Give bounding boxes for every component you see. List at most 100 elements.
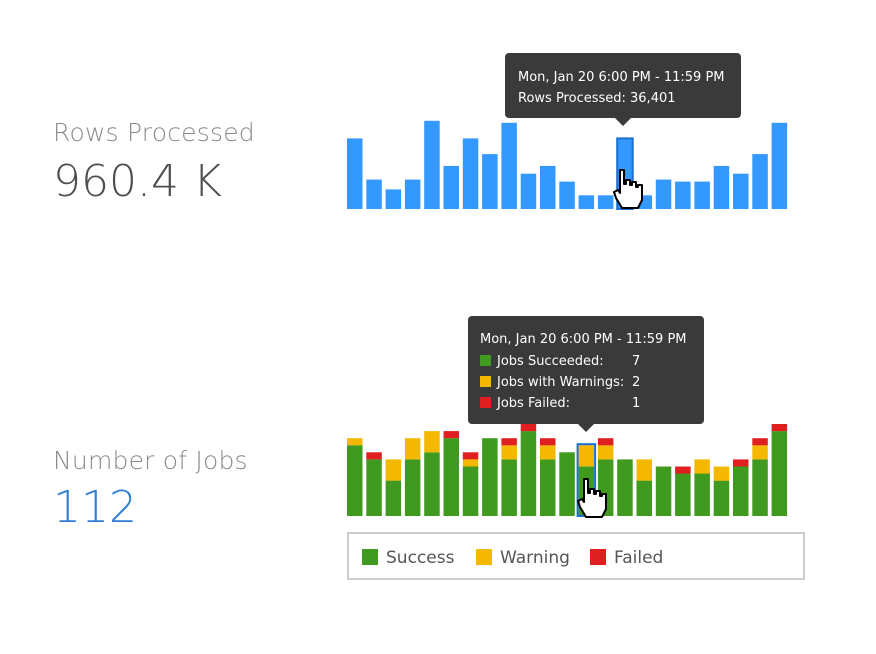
jobs-bar-warning[interactable] <box>385 459 402 481</box>
rows-bar[interactable] <box>482 154 498 209</box>
jobs-chart <box>347 424 788 518</box>
rows-processed-chart <box>347 120 788 210</box>
jobs-bar-success[interactable] <box>366 459 382 516</box>
jobs-bar-success[interactable] <box>482 438 498 516</box>
rows-bar[interactable] <box>752 154 768 209</box>
jobs-bar-warning[interactable] <box>597 445 614 460</box>
rows-bar[interactable] <box>771 122 788 209</box>
number-of-jobs-value: 112 <box>53 482 137 533</box>
rows-bar[interactable] <box>424 120 440 209</box>
jobs-bar-warning[interactable] <box>501 445 517 460</box>
hand-cursor-icon <box>577 478 607 518</box>
jobs-bar-success[interactable] <box>424 452 440 516</box>
jobs-tooltip-succeeded-label: Jobs Succeeded: <box>496 354 604 369</box>
legend-success-label: Success <box>386 548 455 568</box>
jobs-bar-warning[interactable] <box>404 438 421 460</box>
jobs-bar-success[interactable] <box>540 459 556 516</box>
legend-failed-swatch <box>590 549 606 565</box>
jobs-bar-success[interactable] <box>462 466 479 517</box>
rows-bar[interactable] <box>385 189 402 209</box>
jobs-bar-failed[interactable] <box>462 452 479 460</box>
jobs-tooltip-date: Mon, Jan 20 6:00 PM - 11:59 PM <box>480 332 687 347</box>
jobs-tooltip-failed-swatch <box>480 397 491 408</box>
rows-tooltip: Mon, Jan 20 6:00 PM - 11:59 PM Rows Proc… <box>505 53 741 126</box>
legend-warning-label: Warning <box>500 548 570 568</box>
jobs-bar-failed[interactable] <box>733 459 749 467</box>
rows-bar[interactable] <box>597 195 614 209</box>
jobs-bar-failed[interactable] <box>366 452 382 460</box>
jobs-bar-success[interactable] <box>636 480 653 516</box>
jobs-bar-success[interactable] <box>520 431 537 516</box>
rows-bar[interactable] <box>733 173 749 209</box>
jobs-bar-failed[interactable] <box>675 466 691 474</box>
number-of-jobs-label: Number of Jobs <box>53 446 248 475</box>
jobs-tooltip-warning-swatch <box>480 376 491 387</box>
jobs-bar-success[interactable] <box>385 480 402 516</box>
rows-bar[interactable] <box>520 173 537 209</box>
jobs-bar-warning[interactable] <box>713 466 730 481</box>
rows-bar[interactable] <box>462 138 479 209</box>
jobs-bar-success[interactable] <box>559 452 575 516</box>
jobs-bar-warning[interactable] <box>462 459 479 467</box>
jobs-bar-failed[interactable] <box>443 431 460 439</box>
jobs-bar-success[interactable] <box>347 445 363 516</box>
rows-bar[interactable] <box>559 181 575 209</box>
rows-bar[interactable] <box>713 165 730 209</box>
jobs-bar-success[interactable] <box>655 466 672 517</box>
rows-bar[interactable] <box>347 138 363 209</box>
hand-cursor-icon <box>613 169 643 209</box>
jobs-tooltip-success-swatch <box>480 355 491 366</box>
rows-tooltip-arrow <box>615 118 631 126</box>
legend-success-swatch <box>362 549 378 565</box>
jobs-bar-success[interactable] <box>404 459 421 516</box>
jobs-tooltip-warnings-value: 2 <box>632 375 640 390</box>
jobs-bar-success[interactable] <box>443 438 460 516</box>
jobs-bar-failed[interactable] <box>540 438 556 446</box>
jobs-bar-failed[interactable] <box>771 424 788 432</box>
legend-warning-swatch <box>476 549 492 565</box>
jobs-bar-success[interactable] <box>752 459 768 516</box>
jobs-tooltip-failed-label: Jobs Failed: <box>496 396 570 411</box>
jobs-bar-success[interactable] <box>501 459 517 516</box>
rows-bar[interactable] <box>404 179 421 209</box>
rows-bar[interactable] <box>443 165 460 209</box>
rows-tooltip-background <box>505 53 741 118</box>
jobs-bar-success[interactable] <box>694 473 710 517</box>
jobs-bar-warning[interactable] <box>347 438 363 446</box>
rows-bar[interactable] <box>501 122 517 209</box>
jobs-tooltip: Mon, Jan 20 6:00 PM - 11:59 PM Jobs Succ… <box>468 316 704 432</box>
jobs-bar-success[interactable] <box>617 459 633 516</box>
jobs-bar-failed[interactable] <box>520 424 537 432</box>
rows-bar[interactable] <box>540 165 556 209</box>
jobs-bar-warning[interactable] <box>636 459 653 481</box>
jobs-bar-failed[interactable] <box>752 438 768 446</box>
legend-failed-label: Failed <box>614 548 663 568</box>
rows-processed-label: Rows Processed <box>53 118 255 147</box>
rows-tooltip-value: Rows Processed: 36,401 <box>518 91 676 106</box>
rows-bar[interactable] <box>655 179 672 209</box>
jobs-bar-warning[interactable] <box>578 445 595 467</box>
rows-bar[interactable] <box>578 195 595 209</box>
rows-bar[interactable] <box>366 179 382 209</box>
rows-tooltip-date: Mon, Jan 20 6:00 PM - 11:59 PM <box>518 70 725 85</box>
jobs-tooltip-failed-value: 1 <box>632 396 640 411</box>
jobs-tooltip-arrow <box>578 424 594 432</box>
jobs-bar-success[interactable] <box>733 466 749 517</box>
jobs-bar-failed[interactable] <box>597 438 614 446</box>
rows-bar[interactable] <box>675 181 691 209</box>
jobs-bar-warning[interactable] <box>694 459 710 474</box>
jobs-tooltip-warnings-label: Jobs with Warnings: <box>496 375 624 390</box>
jobs-bar-warning[interactable] <box>752 445 768 460</box>
jobs-bar-failed[interactable] <box>501 438 517 446</box>
jobs-bar-success[interactable] <box>675 473 691 517</box>
rows-bar[interactable] <box>694 181 710 209</box>
jobs-tooltip-succeeded-value: 7 <box>632 354 640 369</box>
jobs-tooltip-background <box>468 316 704 424</box>
jobs-bar-success[interactable] <box>713 480 730 516</box>
jobs-legend: Success Warning Failed <box>347 532 805 580</box>
jobs-bar-warning[interactable] <box>540 445 556 460</box>
jobs-bar-warning[interactable] <box>424 431 440 453</box>
jobs-bar-success[interactable] <box>771 431 788 516</box>
rows-processed-value: 960.4 K <box>53 156 222 207</box>
